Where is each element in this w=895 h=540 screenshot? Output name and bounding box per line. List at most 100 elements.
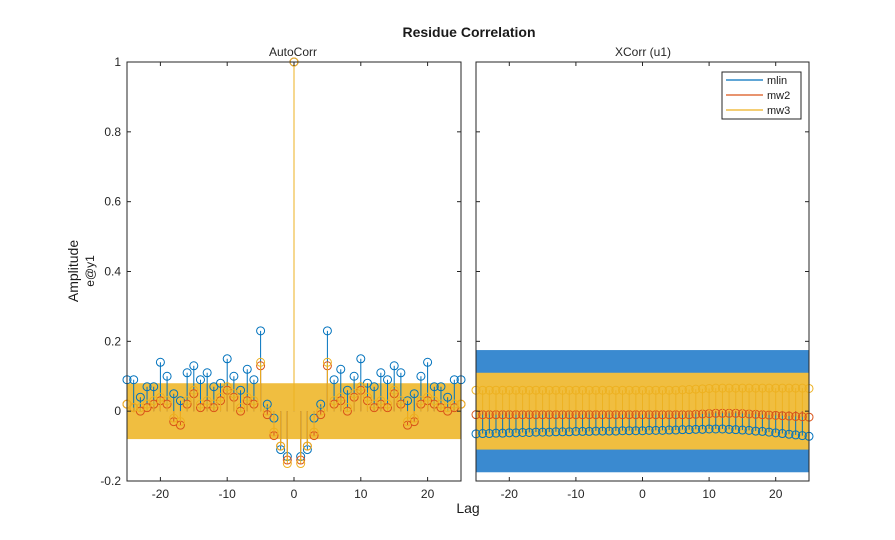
xcorr-x-tick-label: -10 [567,487,585,501]
xcorr-marker-mw3 [764,383,774,393]
xcorr-marker-mlin [704,424,714,434]
autocorr-y-tick-label: 1 [114,55,121,69]
y-axis-sublabel: e@y1 [83,255,97,287]
autocorr-marker-mlin [195,375,205,385]
xcorr-marker-mw3 [711,383,721,393]
xcorr-marker-mw3 [644,385,654,395]
xcorr-x-tick-label: 0 [639,487,646,501]
autocorr-x-tick-label: 10 [354,487,368,501]
xcorr-marker-mlin [618,426,628,436]
autocorr-marker-mlin [409,389,419,399]
xcorr-marker-mw3 [604,385,614,395]
xcorr-x-tick-label: 10 [702,487,716,501]
xcorr-marker-mlin [624,426,634,436]
autocorr-marker-mlin [162,371,172,381]
xcorr-marker-mlin [677,425,687,435]
autocorr-marker-mlin [135,392,145,402]
autocorr-marker-mw3 [316,406,326,416]
autocorr-marker-mlin [349,371,359,381]
autocorr-x-tick-label: -10 [219,487,237,501]
xcorr-marker-mw3 [691,384,701,394]
autocorr-y-tick-label: 0.4 [104,265,121,279]
legend-label-mlin: mlin [767,75,787,87]
xcorr-marker-mw3 [717,383,727,393]
xcorr-x-tick-label: 20 [769,487,783,501]
xcorr-marker-mw3 [484,385,494,395]
xcorr-marker-mlin [638,426,647,436]
xcorr-marker-mw2 [771,410,781,420]
xcorr-marker-mw3 [704,383,714,393]
xcorr-marker-mw3 [751,383,761,393]
autocorr-marker-mlin [129,375,139,385]
autocorr-marker-mw3 [182,396,192,406]
autocorr-marker-mw3 [336,392,346,402]
xcorr-marker-mw3 [611,385,621,395]
autocorr-marker-mlin [182,368,192,378]
xcorr-marker-mw3 [684,385,694,395]
xcorr-marker-mlin [751,426,761,436]
xcorr-subtitle: XCorr (u1) [615,45,671,59]
xcorr-marker-mw3 [558,385,568,395]
legend-label-mw3: mw3 [767,105,790,117]
autocorr-marker-mw3 [276,441,286,451]
xcorr-marker-mw3 [564,385,574,395]
autocorr-marker-mw3 [309,427,319,437]
xcorr-marker-mlin [491,428,501,438]
xcorr-marker-mlin [531,427,541,437]
xcorr-marker-mlin [651,425,661,435]
autocorr-marker-mw3 [383,399,393,409]
xcorr-marker-mw3 [624,385,634,395]
autocorr-marker-mw3 [216,392,226,402]
xcorr-marker-mlin [711,424,721,434]
xcorr-marker-mw3 [524,385,534,395]
autocorr-marker-mlin [376,368,386,378]
xcorr-marker-mw3 [518,385,528,395]
autocorr-y-tick-label: -0.2 [100,474,121,488]
xcorr-marker-mw3 [737,383,747,393]
autocorr-y-tick-label: 0.2 [104,334,121,348]
autocorr-marker-mw3 [175,417,185,427]
autocorr-marker-mlin [423,357,433,367]
autocorr-marker-mlin [316,399,326,409]
autocorr-marker-mw3 [362,392,372,402]
xcorr-marker-mlin [657,425,667,435]
autocorr-marker-mw3 [342,403,352,413]
xcorr-marker-mlin [578,426,588,436]
xcorr-marker-mlin [511,428,521,438]
autocorr-marker-mlin [149,382,159,392]
autocorr-marker-mw2 [236,406,246,416]
xcorr-marker-mlin [524,427,534,437]
xcorr-marker-mlin [771,428,781,438]
autocorr-marker-mlin [189,361,199,371]
xcorr-marker-mlin [631,426,641,436]
xcorr-marker-mw2 [784,411,794,421]
xcorr-marker-mw3 [504,385,514,395]
xcorr-marker-mw3 [724,383,734,393]
xcorr-marker-mw3 [664,385,674,395]
xcorr-marker-mw3 [744,383,754,393]
autocorr-marker-mlin [329,375,339,385]
xcorr-marker-mw3 [584,385,594,395]
autocorr-marker-mw3 [396,396,406,406]
autocorr-marker-mlin [389,361,399,371]
xcorr-marker-mlin [478,429,488,439]
xcorr-marker-mw3 [571,385,581,395]
autocorr-marker-mw3 [162,396,172,406]
xcorr-marker-mlin [724,424,734,434]
autocorr-marker-mlin [383,375,393,385]
xcorr-marker-mlin [697,424,707,434]
autocorr-subtitle: AutoCorr [269,45,317,59]
xcorr-marker-mlin [518,427,528,437]
autocorr-marker-mw2 [262,410,272,420]
xcorr-marker-mlin [664,425,674,435]
xcorr-marker-mlin [784,429,794,439]
autocorr-marker-mw2 [316,410,326,420]
legend: mlin mw2 mw3 [721,71,802,120]
xcorr-marker-mlin [691,424,701,434]
autocorr-y-tick-label: 0.8 [104,125,121,139]
autocorr-marker-mw3 [322,357,332,367]
autocorr-marker-mlin [369,382,379,392]
autocorr-x-tick-label: 20 [421,487,435,501]
xcorr-marker-mw3 [784,383,794,393]
xcorr-marker-mw3 [578,385,588,395]
